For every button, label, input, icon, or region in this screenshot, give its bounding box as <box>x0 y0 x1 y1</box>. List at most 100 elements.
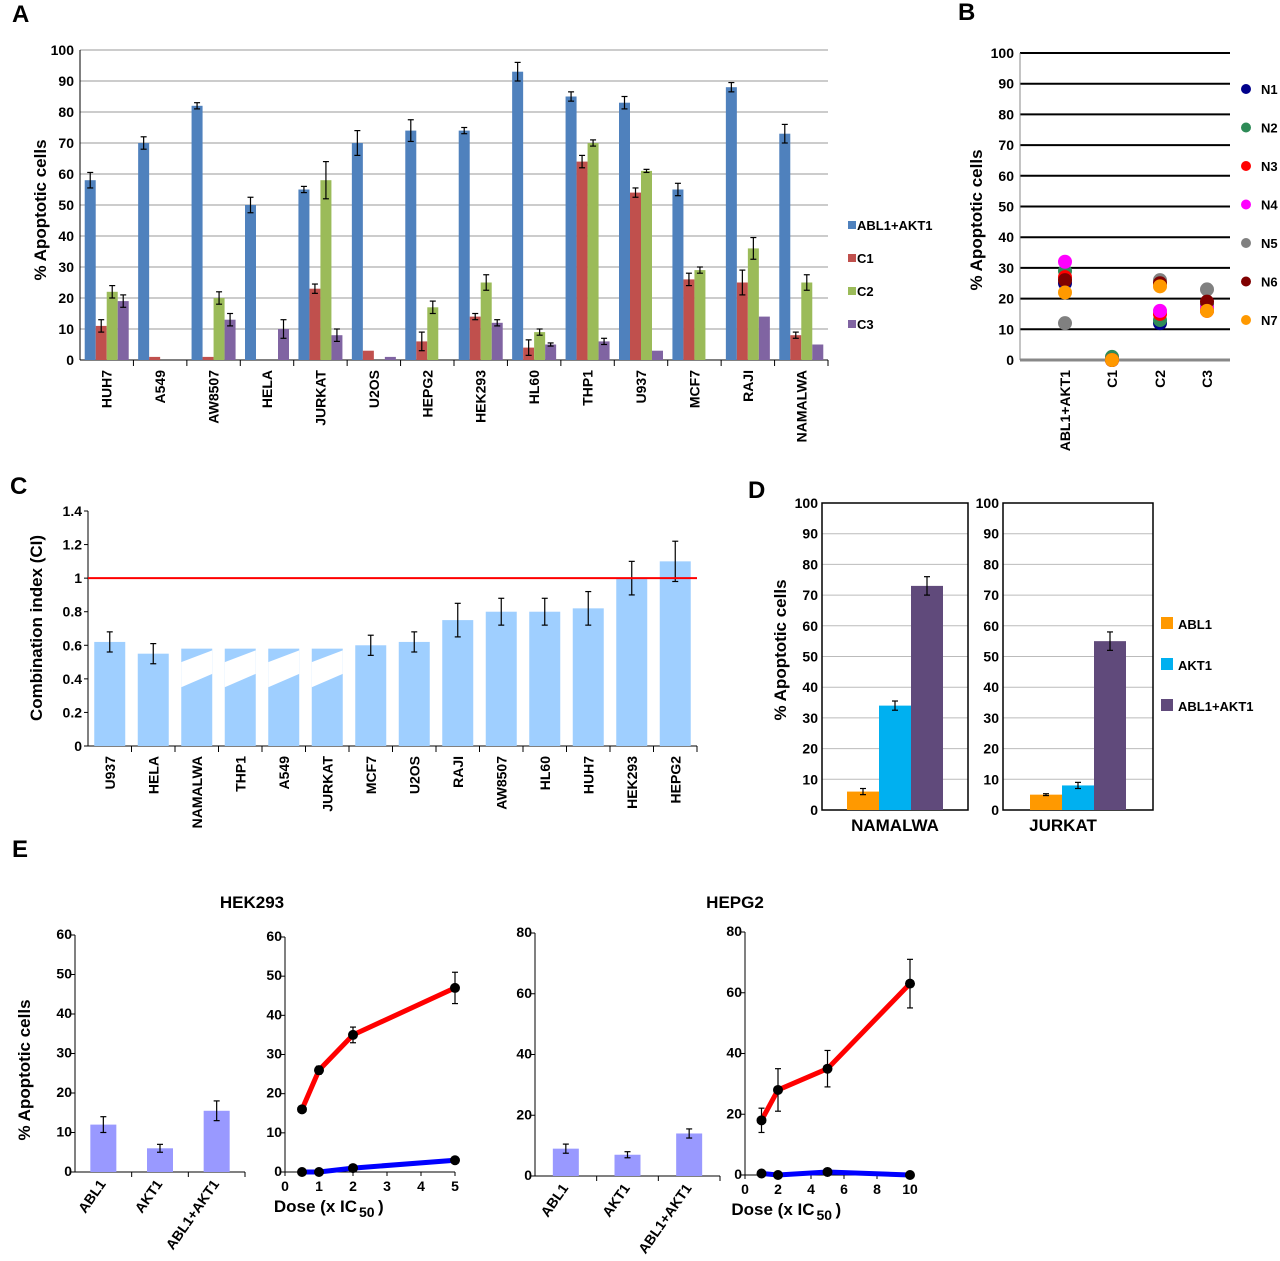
bar-ABL1+AKT1 <box>512 71 524 360</box>
bar-ABL1+AKT1 <box>191 105 203 360</box>
x-tick-label: 10 <box>902 1181 918 1197</box>
y-tick-label: 40 <box>998 229 1014 245</box>
x-tick-label: MCF7 <box>363 756 379 794</box>
x-tick-label: 6 <box>840 1181 848 1197</box>
bar-C3 <box>758 316 770 360</box>
y-tick-label: 30 <box>802 710 818 726</box>
data-point <box>756 1168 767 1179</box>
y-tick-label: 100 <box>991 45 1015 61</box>
legend-label: N4 <box>1261 198 1278 213</box>
bar <box>485 611 517 746</box>
bar-C1 <box>790 335 802 360</box>
bar-C3 <box>117 301 129 360</box>
bar-C3 <box>278 329 289 360</box>
point-N6 <box>1058 273 1072 288</box>
bar-C1 <box>202 356 214 360</box>
x-tick-label: NAMALWA <box>189 756 205 828</box>
y-tick-label: 40 <box>802 679 818 695</box>
legend-marker <box>1241 238 1251 248</box>
x-tick-label: AKT1 <box>599 1180 633 1219</box>
x-tick-label: C1 <box>1104 370 1120 388</box>
y-tick-label: 1 <box>74 570 82 586</box>
y-tick-label: 10 <box>58 321 74 337</box>
x-tick-label: HL60 <box>537 756 553 790</box>
bar-C2 <box>480 282 492 360</box>
panel-label-D: D <box>748 477 765 504</box>
x-tick-label: A549 <box>276 756 292 790</box>
y-tick-label: 0 <box>810 802 818 818</box>
axis-break <box>181 650 213 688</box>
y-tick-label: 30 <box>56 1045 72 1061</box>
x-tick-label: ABL1+AKT1 <box>162 1176 222 1252</box>
bar-ABL1 <box>1030 794 1062 810</box>
y-tick-label: 90 <box>983 526 999 542</box>
x-tick-label: THP1 <box>232 756 248 792</box>
data-point <box>822 1166 833 1177</box>
y-tick-label: 70 <box>802 587 818 603</box>
bar-C2 <box>534 332 546 360</box>
bar-C1 <box>362 350 374 360</box>
y-tick-label: 70 <box>998 137 1014 153</box>
x-axis-label: NAMALWA <box>851 816 939 835</box>
legend-swatch <box>1161 699 1173 711</box>
x-tick-label: 2 <box>774 1181 782 1197</box>
data-point <box>450 1155 460 1166</box>
x-tick-label: THP1 <box>580 370 596 406</box>
chart-title-hepg2: HEPG2 <box>706 893 764 912</box>
point-N5 <box>1058 316 1072 331</box>
bar-C1 <box>149 356 161 360</box>
y-tick-label: 30 <box>266 1046 282 1062</box>
legend-label: N2 <box>1261 121 1278 136</box>
x-tick-label: 4 <box>807 1181 815 1197</box>
data-point <box>348 1029 358 1040</box>
x-tick-label: 0 <box>741 1181 749 1197</box>
bar-ABL1+AKT1 <box>84 180 96 360</box>
y-axis-label: % Apoptotic cells <box>771 579 790 720</box>
y-tick-label: 40 <box>516 1046 532 1062</box>
y-tick-label: 80 <box>998 106 1014 122</box>
x-tick-label: HL60 <box>526 370 542 404</box>
y-tick-label: 60 <box>266 928 282 944</box>
legend-label: AKT1 <box>1178 658 1212 673</box>
axis-break <box>224 650 256 688</box>
bar-C3 <box>545 344 557 360</box>
legend-marker <box>1241 161 1251 171</box>
bar-C1 <box>469 316 481 360</box>
legend-label: ABL1+AKT1 <box>857 218 933 233</box>
bar-ABL1+AKT1 <box>619 102 630 360</box>
y-tick-label: 90 <box>998 76 1014 92</box>
y-tick-label: 60 <box>56 926 72 942</box>
y-tick-label: 20 <box>266 1085 282 1101</box>
y-tick-label: 1.4 <box>63 503 83 519</box>
bar-ABL1+AKT1 <box>779 133 791 360</box>
y-tick-label: 50 <box>56 966 72 982</box>
y-tick-label: 100 <box>51 42 75 58</box>
x-tick-label: JURKAT <box>312 370 328 426</box>
point-N7 <box>1153 279 1167 294</box>
data-point <box>756 1115 767 1126</box>
x-tick-label: ABL1+AKT1 <box>635 1180 695 1256</box>
bar <box>529 611 561 746</box>
y-tick-label: 0.6 <box>63 637 83 653</box>
legend-label: N7 <box>1261 313 1278 328</box>
bar <box>659 561 691 746</box>
x-tick-label: ABL1 <box>75 1176 109 1215</box>
y-tick-label: 70 <box>58 135 74 151</box>
x-tick-label: C3 <box>1199 370 1215 388</box>
legend-label: C2 <box>857 284 874 299</box>
bar <box>398 641 430 746</box>
y-tick-label: 50 <box>983 649 999 665</box>
y-tick-label: 80 <box>58 104 74 120</box>
bar-ABL1+AKT1 <box>138 143 150 360</box>
bar <box>614 1154 641 1176</box>
point-N4 <box>1058 254 1072 269</box>
legend-marker <box>1241 315 1251 325</box>
panel-label-A: A <box>12 1 29 28</box>
bar-C3 <box>224 319 236 360</box>
y-tick-label: 0 <box>274 1163 282 1179</box>
x-tick-label: 0 <box>281 1178 289 1194</box>
bar-C3 <box>812 344 824 360</box>
axis-break <box>311 650 343 688</box>
y-tick-label: 100 <box>976 495 1000 511</box>
bar-C2 <box>747 248 759 360</box>
